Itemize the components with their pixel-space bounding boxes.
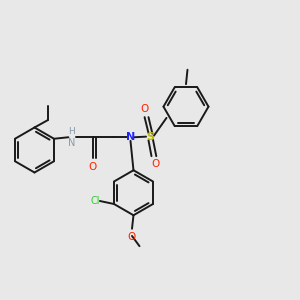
Text: N: N (126, 132, 135, 142)
Text: O: O (140, 104, 149, 114)
Text: O: O (128, 232, 136, 242)
Text: S: S (146, 132, 154, 142)
Text: O: O (152, 159, 160, 169)
Text: H: H (69, 127, 75, 136)
Text: N: N (68, 138, 76, 148)
Text: Cl: Cl (91, 196, 100, 206)
Text: O: O (89, 162, 97, 172)
